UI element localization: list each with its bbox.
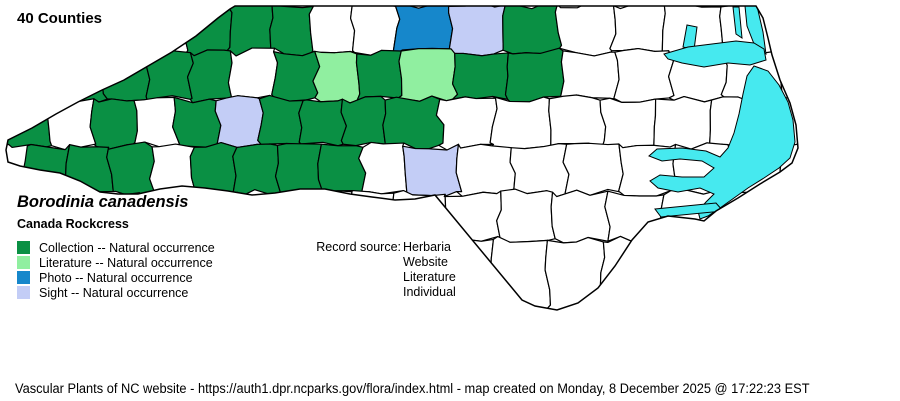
county-cell bbox=[131, 96, 181, 148]
county-cell bbox=[271, 50, 321, 102]
county-cell bbox=[232, 143, 282, 198]
county-cell bbox=[828, 50, 888, 101]
county-cell bbox=[771, 6, 798, 57]
county-cell bbox=[613, 47, 675, 103]
county-cell bbox=[355, 49, 403, 101]
legend: Collection -- Natural occurrence Literat… bbox=[17, 240, 215, 300]
county-cell bbox=[759, 236, 798, 310]
county-cell bbox=[599, 97, 657, 149]
county-cell bbox=[312, 50, 361, 104]
legend-row-sight: Sight -- Natural occurrence bbox=[17, 285, 215, 300]
county-cell bbox=[768, 191, 798, 243]
county-cell bbox=[504, 47, 565, 103]
county-cell bbox=[609, 6, 667, 53]
county-cell bbox=[358, 141, 408, 196]
legend-row-photo: Photo -- Natural occurrence bbox=[17, 270, 215, 285]
legend-swatch-collection bbox=[17, 241, 30, 254]
county-cell bbox=[455, 143, 516, 197]
legend-swatch-literature bbox=[17, 256, 30, 269]
county-cell bbox=[274, 142, 323, 195]
county-cell bbox=[17, 50, 69, 104]
county-cell bbox=[219, 189, 269, 242]
county-cell bbox=[298, 98, 348, 147]
legend-swatch-sight bbox=[17, 286, 30, 299]
county-cell bbox=[6, 95, 53, 149]
water-bodies bbox=[648, 6, 796, 220]
currituck-sound bbox=[744, 6, 767, 55]
legend-row-literature: Literature -- Natural occurrence bbox=[17, 255, 215, 270]
legend-label-sight: Sight -- Natural occurrence bbox=[39, 285, 189, 300]
county-cell bbox=[265, 191, 312, 245]
county-cell bbox=[815, 236, 875, 312]
county-cell bbox=[447, 6, 506, 57]
county-cell bbox=[186, 49, 233, 104]
legend-label-collection: Collection -- Natural occurrence bbox=[39, 240, 215, 255]
county-cell bbox=[548, 94, 607, 148]
county-cell bbox=[489, 95, 552, 150]
county-cell bbox=[814, 99, 874, 147]
record-source-label: Record source: bbox=[316, 240, 401, 254]
county-cell bbox=[269, 6, 314, 57]
albemarle-sound bbox=[663, 40, 767, 68]
county-cell bbox=[509, 143, 570, 198]
county-cell bbox=[502, 6, 563, 55]
county-cell bbox=[65, 144, 115, 196]
county-cell bbox=[435, 96, 498, 151]
state-outline bbox=[5, 5, 799, 311]
county-cell bbox=[825, 2, 885, 54]
footer-credit: Vascular Plants of NC website - https://… bbox=[15, 381, 810, 396]
record-source-value: Herbaria bbox=[403, 240, 451, 254]
county-cell bbox=[227, 47, 279, 100]
county-cell bbox=[653, 95, 713, 150]
county-cell bbox=[451, 52, 509, 100]
species-scientific-name: Borodinia canadensis bbox=[17, 193, 189, 211]
county-cell bbox=[257, 94, 304, 146]
legend-swatch-photo bbox=[17, 271, 30, 284]
county-cell bbox=[97, 6, 149, 55]
county-cell bbox=[554, 6, 617, 57]
pamlico-sound bbox=[648, 65, 796, 220]
county-cell bbox=[382, 95, 445, 150]
county-cell bbox=[707, 237, 768, 310]
record-source-value: Individual bbox=[403, 285, 456, 299]
county-cell bbox=[824, 191, 879, 243]
county-count-title: 40 Counties bbox=[17, 10, 103, 27]
legend-label-literature: Literature -- Natural occurrence bbox=[39, 255, 213, 270]
species-block: Borodinia canadensis Canada Rockcress bbox=[17, 193, 188, 231]
county-cell bbox=[559, 50, 620, 101]
county-cell bbox=[89, 98, 138, 150]
county-cell bbox=[101, 50, 151, 102]
county-cell bbox=[349, 6, 401, 56]
currituck-banks-strip bbox=[732, 6, 743, 40]
county-cell bbox=[61, 50, 111, 103]
record-source-value: Website bbox=[403, 255, 448, 269]
county-cell bbox=[172, 96, 222, 148]
county-cell bbox=[257, 235, 307, 310]
county-cell bbox=[317, 143, 367, 194]
county-cell bbox=[550, 189, 611, 244]
county-cell bbox=[145, 50, 194, 102]
county-cell bbox=[392, 6, 454, 55]
county-cell bbox=[833, 142, 890, 196]
county-cell bbox=[214, 95, 264, 149]
county-cell bbox=[562, 142, 624, 196]
county-cell bbox=[496, 188, 556, 243]
county-cell bbox=[651, 235, 714, 310]
county-cell bbox=[544, 236, 606, 310]
county-cell bbox=[340, 95, 387, 147]
county-cell bbox=[402, 143, 463, 198]
county-cell bbox=[308, 6, 356, 54]
county-cell bbox=[604, 190, 665, 245]
county-cell bbox=[305, 190, 354, 244]
county-cell bbox=[217, 235, 265, 310]
legend-label-photo: Photo -- Natural occurrence bbox=[39, 270, 193, 285]
record-source-value: Literature bbox=[403, 270, 456, 284]
county-cell bbox=[489, 235, 552, 310]
county-cell bbox=[397, 47, 459, 102]
record-source-block: Record source: Herbaria Website Literatu… bbox=[312, 240, 456, 300]
species-common-name: Canada Rockcress bbox=[17, 217, 129, 231]
legend-row-collection: Collection -- Natural occurrence bbox=[17, 240, 215, 255]
county-cell bbox=[106, 141, 156, 196]
